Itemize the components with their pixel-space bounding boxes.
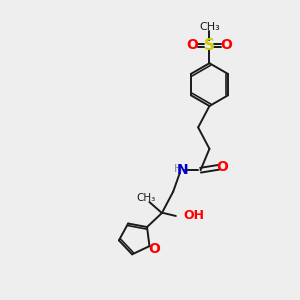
Text: CH₃: CH₃	[136, 193, 155, 203]
Text: S: S	[204, 38, 215, 53]
Text: OH: OH	[183, 209, 204, 223]
Text: O: O	[220, 38, 232, 52]
Text: O: O	[217, 160, 229, 174]
Text: O: O	[148, 242, 160, 256]
Text: H: H	[174, 164, 183, 174]
Text: CH₃: CH₃	[199, 22, 220, 32]
Text: N: N	[177, 163, 188, 177]
Text: O: O	[187, 38, 198, 52]
